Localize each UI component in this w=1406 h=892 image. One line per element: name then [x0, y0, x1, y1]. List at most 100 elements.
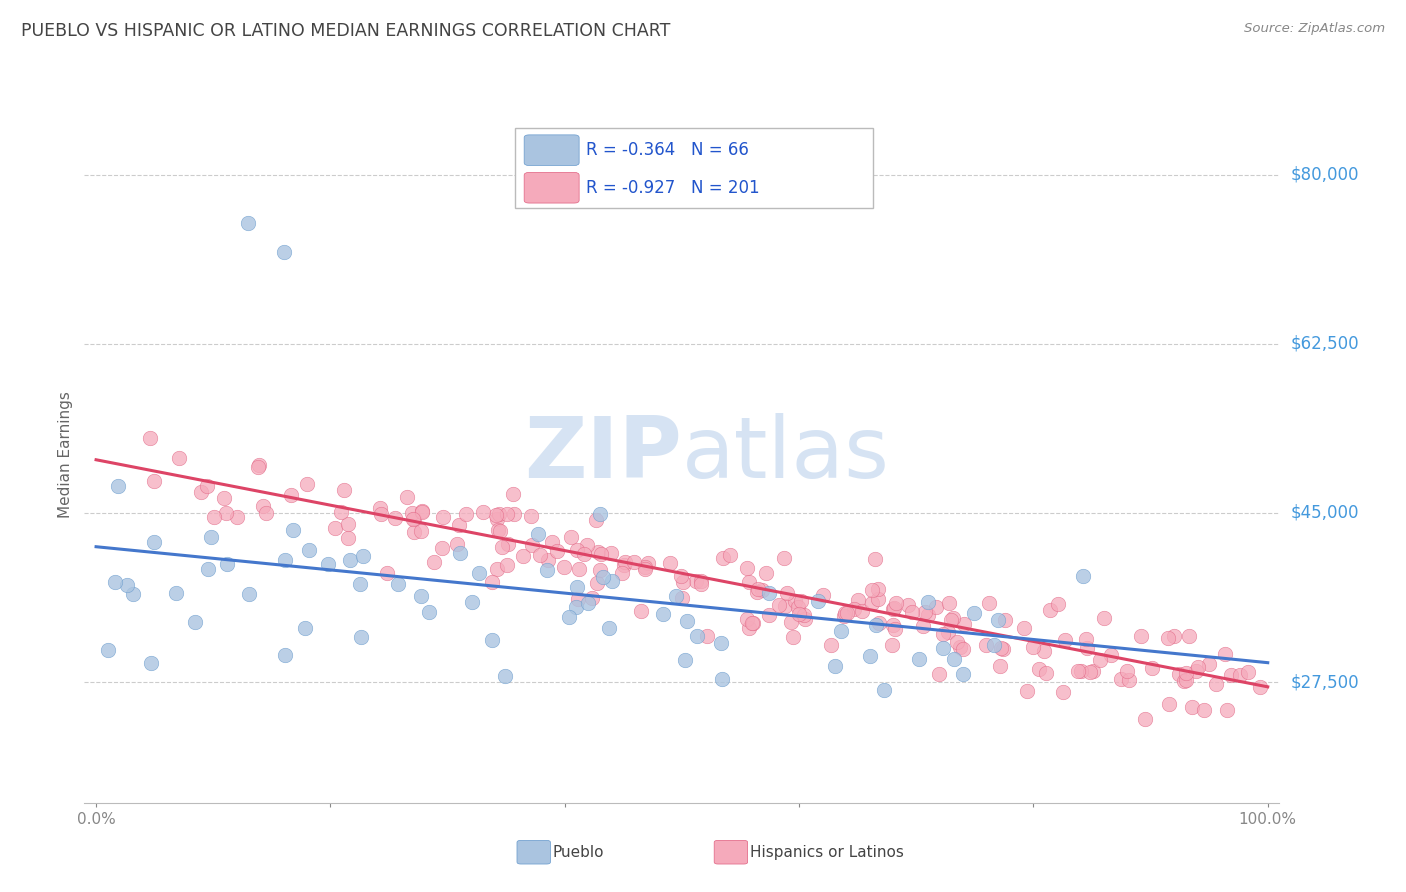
Point: [330, 505, 353, 519]
Text: PUEBLO VS HISPANIC OR LATINO MEDIAN EARNINGS CORRELATION CHART: PUEBLO VS HISPANIC OR LATINO MEDIAN EARN…: [21, 22, 671, 40]
Point: [215, 506, 238, 520]
Point: [1157, 697, 1180, 711]
Point: [990, 640, 1012, 655]
Point: [495, 508, 517, 522]
Point: [859, 648, 882, 663]
Point: [295, 477, 318, 491]
Point: [949, 640, 972, 654]
Point: [402, 511, 425, 525]
Point: [832, 609, 855, 624]
Point: [586, 545, 609, 559]
Point: [882, 618, 904, 632]
Point: [610, 566, 633, 581]
Point: [758, 586, 780, 600]
Point: [529, 548, 551, 562]
Point: [1219, 667, 1241, 681]
Point: [238, 587, 260, 601]
Point: [467, 566, 489, 581]
Point: [811, 588, 834, 602]
Point: [489, 524, 512, 538]
Point: [1142, 661, 1164, 675]
Point: [917, 595, 939, 609]
Point: [1066, 664, 1088, 678]
Point: [350, 631, 373, 645]
Point: [336, 516, 359, 531]
Text: Pueblo: Pueblo: [553, 845, 605, 860]
Point: [581, 591, 603, 606]
Point: [737, 612, 759, 626]
Point: [1088, 653, 1111, 667]
Point: [907, 651, 929, 665]
Point: [755, 566, 778, 580]
Point: [1073, 568, 1095, 582]
Point: [1198, 657, 1220, 672]
Text: $80,000: $80,000: [1291, 166, 1360, 184]
Point: [454, 507, 477, 521]
Point: [104, 575, 127, 590]
Point: [586, 576, 609, 591]
Point: [143, 474, 166, 488]
Point: [1052, 684, 1074, 698]
Point: [779, 615, 801, 629]
Point: [880, 638, 903, 652]
Point: [402, 512, 425, 526]
Point: [96, 642, 118, 657]
Point: [884, 596, 907, 610]
Point: [1205, 677, 1227, 691]
Point: [215, 557, 238, 571]
Point: [669, 568, 692, 582]
Point: [735, 561, 758, 575]
Point: [1070, 665, 1092, 679]
Point: [402, 524, 425, 539]
Point: [512, 549, 534, 563]
Point: [1022, 640, 1045, 654]
Point: [195, 479, 218, 493]
Point: [1157, 631, 1180, 645]
Point: [676, 614, 699, 628]
Point: [882, 602, 904, 616]
Point: [652, 607, 675, 621]
Point: [835, 606, 858, 620]
Point: [1054, 632, 1077, 647]
Point: [1168, 666, 1191, 681]
Point: [411, 524, 433, 538]
Point: [741, 615, 763, 630]
Point: [169, 451, 191, 466]
Point: [738, 575, 761, 590]
Point: [589, 563, 612, 577]
Point: [710, 636, 733, 650]
Point: [741, 615, 763, 630]
Text: $62,500: $62,500: [1291, 334, 1360, 353]
Point: [254, 506, 277, 520]
Point: [830, 624, 852, 638]
Point: [991, 641, 1014, 656]
Point: [758, 608, 780, 623]
Point: [486, 512, 509, 526]
Point: [572, 548, 595, 562]
Point: [333, 483, 356, 497]
Point: [274, 553, 297, 567]
Point: [883, 601, 905, 615]
Point: [197, 561, 219, 575]
Point: [1181, 699, 1204, 714]
Point: [461, 595, 484, 609]
Point: [932, 640, 955, 655]
Point: [502, 487, 524, 501]
Point: [789, 607, 811, 622]
Point: [928, 666, 950, 681]
Point: [352, 549, 374, 563]
Point: [238, 216, 260, 230]
Point: [932, 626, 955, 640]
Point: [565, 580, 588, 594]
Point: [793, 607, 815, 622]
Point: [520, 538, 543, 552]
Text: ZIP: ZIP: [524, 413, 682, 497]
Point: [395, 490, 418, 504]
Point: [281, 523, 304, 537]
Point: [370, 508, 392, 522]
Text: R = -0.927   N = 201: R = -0.927 N = 201: [586, 178, 759, 197]
Point: [139, 431, 162, 445]
Point: [772, 550, 794, 565]
Point: [409, 589, 432, 603]
Point: [1192, 703, 1215, 717]
